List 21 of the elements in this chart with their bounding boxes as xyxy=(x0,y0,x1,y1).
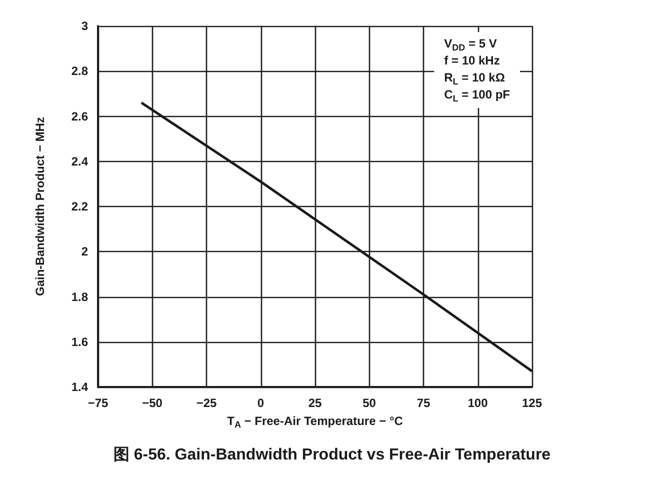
y-tick-label: 1.6 xyxy=(71,334,88,349)
x-tick-label: 0 xyxy=(257,396,264,410)
x-tick-label: −75 xyxy=(88,396,108,410)
y-tick-label: 1.4 xyxy=(71,380,88,394)
y-tick-label: 2.2 xyxy=(71,200,88,214)
annotation: f = 10 kHz xyxy=(444,54,500,68)
text: 图 6-56. Gain-Bandwidth Product vs Free-Air Temperature xyxy=(113,446,551,464)
x-tick-label: −50 xyxy=(142,396,163,410)
x-tick-label: 25 xyxy=(308,396,322,410)
y-tick-label: 2 xyxy=(81,244,88,259)
y-tick-label: 1.8 xyxy=(71,290,88,304)
y-tick-label: 2.4 xyxy=(71,154,88,168)
x-tick-label: 50 xyxy=(362,396,376,410)
x-tick-label: 75 xyxy=(416,396,430,410)
y-tick-label: 2.6 xyxy=(71,109,88,124)
x-tick-label: 100 xyxy=(468,396,488,410)
x-tick-label: 125 xyxy=(522,396,542,410)
y-tick-label: 2.8 xyxy=(71,64,88,78)
y-axis-title: Gain-Bandwidth Product − MHz xyxy=(33,117,47,296)
x-tick-label: −25 xyxy=(196,396,217,410)
y-tick-label: 3 xyxy=(81,19,88,33)
